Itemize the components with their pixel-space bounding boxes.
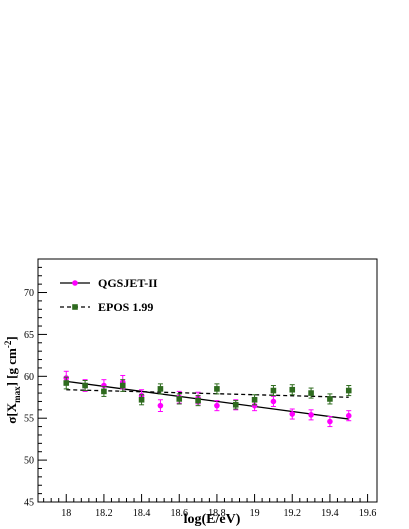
data-point [214,402,220,409]
legend-item-2: EPOS 1.99 [60,300,153,314]
data-point [157,386,164,392]
series-2 [63,376,352,410]
data-point [270,398,277,405]
data-point [308,412,314,418]
x-tick-label: 18 [61,508,71,519]
x-tick-label: 19 [250,508,260,519]
x-tick-label: 18.2 [95,508,113,519]
data-point [327,396,333,402]
legend-item-1: QGSJET-II [60,276,158,290]
y-tick-label: 60 [24,372,34,383]
data-point [327,418,333,425]
legend-marker [72,280,78,286]
x-tick-label: 18.8 [208,508,226,519]
fit-line [66,380,349,420]
data-point [251,396,258,403]
data-point [251,402,258,409]
series-1 [63,370,352,428]
data-point [345,412,352,419]
y-axis-title-end: ] [4,336,19,340]
y-axis-title-base: σ[X [4,402,19,423]
x-tick-label: 19.2 [284,508,302,519]
x-tick-label: 19.6 [359,508,377,519]
data-point [232,402,239,408]
legend-label: EPOS 1.99 [98,300,153,314]
y-axis-title-mid: ] [g cm [4,348,19,386]
data-point [101,388,107,395]
data-point [101,382,107,389]
x-axis-title: log(E/eV) [184,512,241,527]
y-tick-label: 70 [24,288,34,299]
y-axis-title-sup: -2 [3,340,13,348]
x-tick-label: 18.4 [133,508,151,519]
y-tick-label: 45 [24,498,34,509]
data-point [176,396,183,402]
x-tick-label: 19.4 [321,508,339,519]
legend-marker [72,304,78,310]
data-point [195,397,201,404]
data-point [82,382,88,389]
fit-line [66,389,349,398]
data-point [270,387,277,394]
legend-label: QGSJET-II [98,276,158,290]
y-axis-title-sub: max [12,386,22,403]
data-point [214,386,220,392]
y-tick-label: 55 [24,414,34,425]
legend: QGSJET-II EPOS 1.99 [60,276,158,314]
data-point [289,386,296,393]
series-layer [63,370,352,428]
data-point [289,411,296,417]
data-point [345,387,352,394]
data-point [138,396,145,403]
data-point [157,402,164,409]
axes: 18 18.2 18.4 18.6 18.8 19 19.2 19.4 19.6 45 50 55 60… [24,266,377,519]
plot-frame [37,258,378,503]
data-point [63,380,70,386]
data-point [119,382,126,389]
y-tick-label: 50 [24,456,34,467]
y-tick-label: 65 [24,330,34,341]
y-axis-title: σ[Xmax] [g cm-2] [3,336,22,423]
x-tick-label: 18.6 [171,508,189,519]
data-point [308,390,314,396]
